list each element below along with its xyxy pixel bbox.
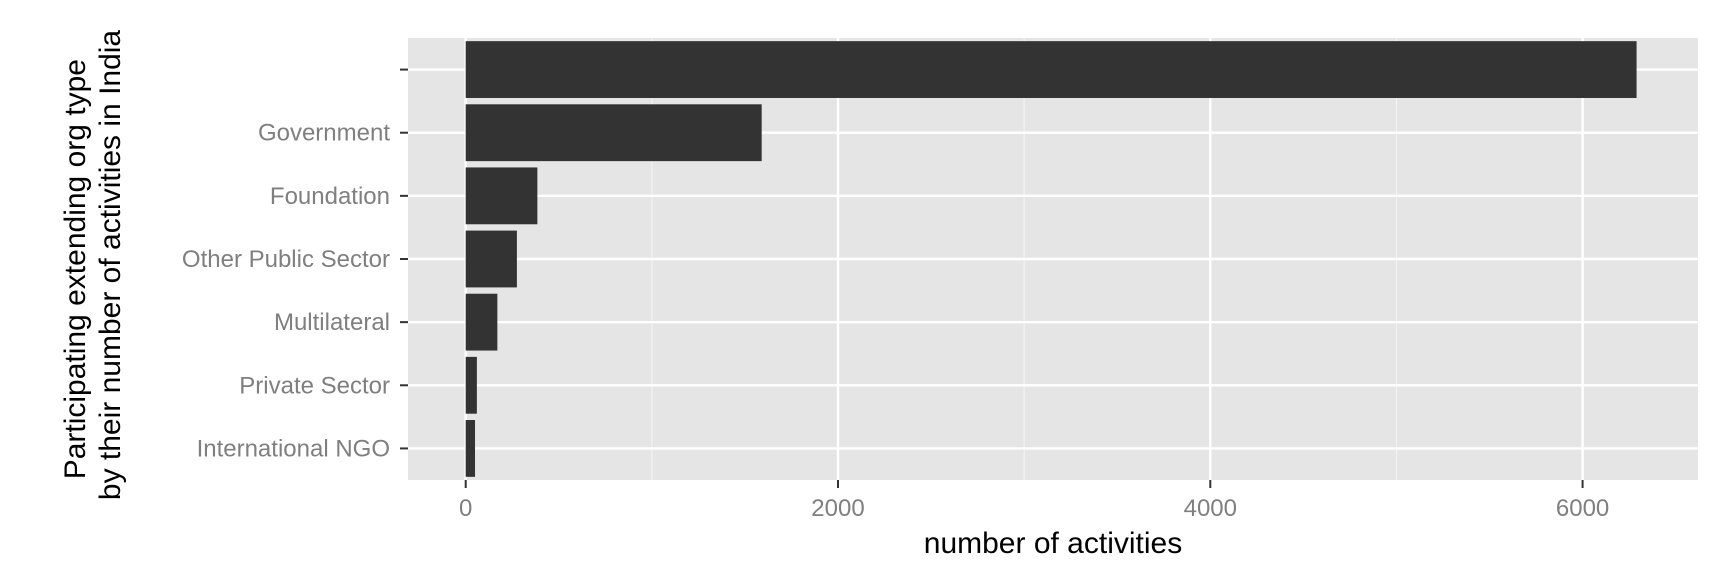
- y-tick-label: Foundation: [270, 183, 390, 210]
- x-tick-label: 6000: [1556, 495, 1609, 522]
- y-tick-label: International NGO: [197, 435, 390, 462]
- y-tick-label: Multilateral: [274, 309, 390, 336]
- y-tick-label: Government: [258, 120, 390, 147]
- bar: [465, 167, 538, 225]
- y-axis-title-line-2: by their number of activities in India: [94, 30, 127, 501]
- y-tick-label: Other Public Sector: [182, 246, 390, 273]
- bar: [465, 230, 517, 288]
- bars: [465, 41, 1637, 477]
- bar: [465, 41, 1637, 98]
- y-axis-title: Participating extending org type by thei…: [59, 30, 127, 501]
- bar: [465, 293, 498, 351]
- y-axis-title-line-1: Participating extending org type: [59, 59, 92, 479]
- bar: [465, 356, 477, 414]
- y-axis: Government Foundation Other Public Sector M…: [182, 68, 408, 462]
- bar: [465, 420, 476, 477]
- bar: [465, 104, 762, 162]
- x-tick-label: 4000: [1184, 495, 1237, 522]
- x-tick-label: 2000: [811, 495, 864, 522]
- x-tick-label: 0: [459, 495, 472, 522]
- y-tick-label: Private Sector: [239, 372, 390, 399]
- x-axis-title: number of activities: [924, 527, 1182, 560]
- x-axis: 0 2000 4000 6000: [459, 480, 1609, 522]
